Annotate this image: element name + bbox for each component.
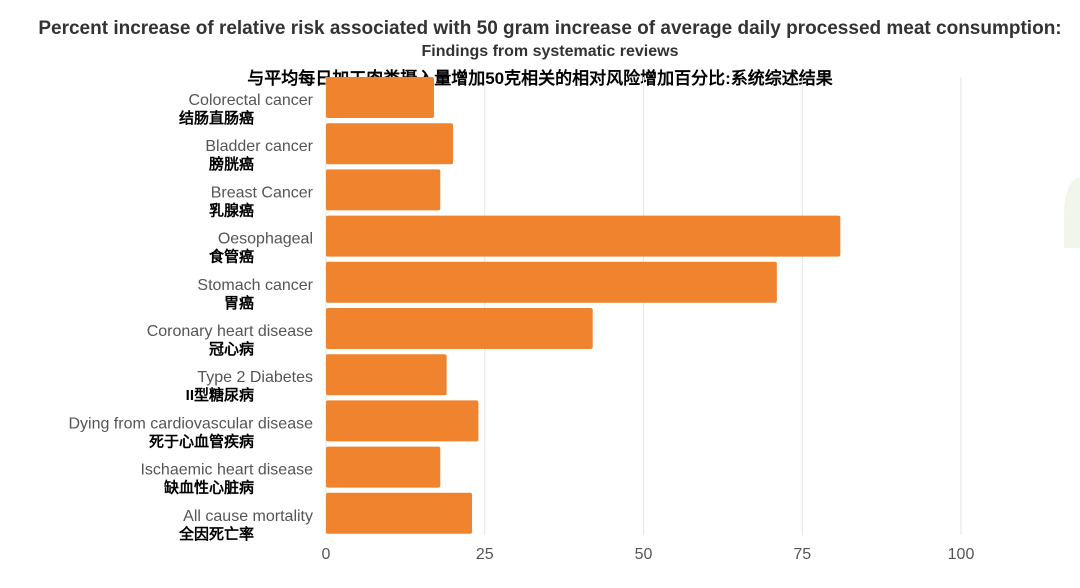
bar-8 <box>326 446 441 488</box>
x-tick-label-1: 25 <box>476 546 494 563</box>
bar-1 <box>326 123 453 165</box>
category-label-zh-4: 胃癌 <box>224 294 254 312</box>
category-label-zh-1: 膀胱癌 <box>209 155 254 173</box>
category-label-zh-3: 食管癌 <box>209 248 254 266</box>
category-label-zh-7: 死于心血管疾病 <box>149 432 254 450</box>
decorative-leaf-icon <box>1064 178 1080 248</box>
category-label-zh-2: 乳腺癌 <box>209 201 254 219</box>
bar-5 <box>326 308 593 349</box>
chart-subtitle: Findings from systematic reviews <box>421 43 679 60</box>
bar-0 <box>326 77 434 118</box>
category-label-en-1: Bladder cancer <box>205 138 313 155</box>
category-label-en-3: Oesophageal <box>218 231 313 248</box>
bar-2 <box>326 169 441 211</box>
bar-4 <box>326 261 777 303</box>
bars <box>326 77 841 534</box>
category-label-zh-9: 全因死亡率 <box>178 525 254 543</box>
category-label-zh-6: II型糖尿病 <box>186 386 254 404</box>
x-axis-ticks: 0 25 50 75 100 <box>322 546 975 563</box>
category-label-en-0: Colorectal cancer <box>189 92 314 109</box>
category-label-en-9: All cause mortality <box>183 508 313 525</box>
bar-6 <box>326 354 447 396</box>
category-label-en-2: Breast Cancer <box>211 184 314 201</box>
x-tick-label-3: 75 <box>793 546 811 563</box>
x-tick-label-2: 50 <box>635 546 653 563</box>
category-label-en-7: Dying from cardiovascular disease <box>68 415 313 432</box>
bar-9 <box>326 492 473 534</box>
category-label-zh-8: 缺血性心脏病 <box>163 479 254 497</box>
category-label-en-8: Ischaemic heart disease <box>140 462 313 479</box>
category-label-zh-0: 结肠直肠癌 <box>179 109 254 127</box>
category-label-en-5: Coronary heart disease <box>147 323 313 340</box>
category-label-en-4: Stomach cancer <box>197 277 313 294</box>
bar-3 <box>326 215 841 257</box>
bar-7 <box>326 400 479 442</box>
category-label-en-6: Type 2 Diabetes <box>197 369 313 386</box>
chart-title: Percent increase of relative risk associ… <box>38 18 1062 39</box>
x-tick-label-0: 0 <box>322 546 331 563</box>
x-tick-label-4: 100 <box>948 546 975 563</box>
category-label-zh-5: 冠心病 <box>209 340 254 358</box>
